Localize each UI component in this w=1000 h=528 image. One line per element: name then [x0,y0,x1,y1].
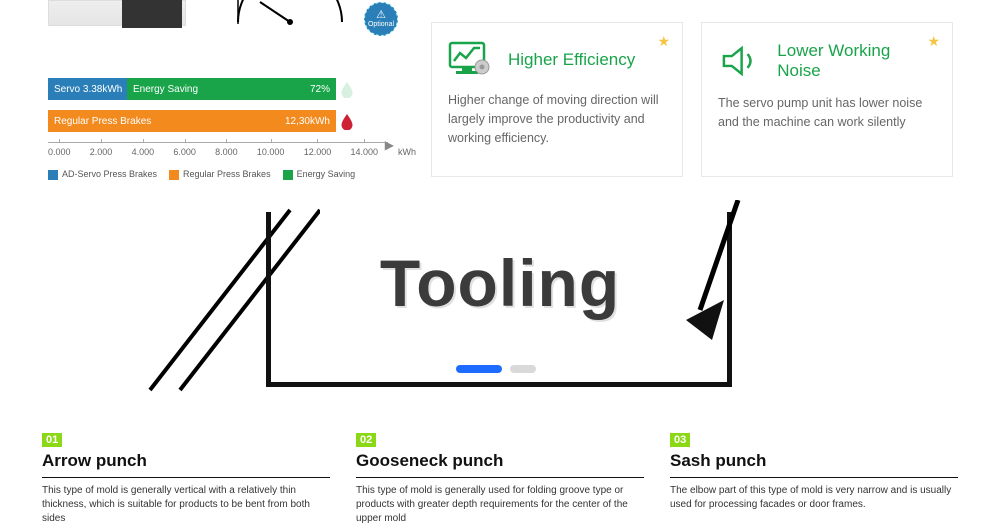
punch-body: The elbow part of this type of mold is v… [670,484,958,512]
axis-unit: kWh [398,147,416,157]
big-arrow-icon [680,200,790,360]
punch-item: 03 Sash punch The elbow part of this typ… [670,430,958,526]
legend-label: Energy Saving [297,169,356,179]
tick: 0.000 [48,147,71,157]
tick: 10.000 [257,147,285,157]
axis-ticks: 0.000 2.000 4.000 6.000 8.000 10.000 12.… [48,147,378,157]
punch-title: Sash punch [670,451,958,478]
punch-body: This type of mold is generally vertical … [42,484,330,526]
bar-row: Servo 3.38kWh Energy Saving 72% [48,78,408,100]
energy-chart: Servo 3.38kWh Energy Saving 72% Regular … [48,78,408,180]
legend-item: Energy Saving [283,169,356,180]
optional-badge: ⚠ Optional [364,2,398,36]
legend-label: Regular Press Brakes [183,169,271,179]
tick: 8.000 [215,147,238,157]
top-region: ⚠ Optional Servo 3.38kWh Energy Saving 7… [0,0,1000,200]
tick: 2.000 [90,147,113,157]
bar-row: Regular Press Brakes 12,30kWh [48,110,408,132]
punch-item: 01 Arrow punch This type of mold is gene… [42,430,330,526]
optional-label: Optional [368,21,394,28]
drop-icon [340,112,354,130]
bar-segment: Servo 3.38kWh [48,78,127,100]
tick: 4.000 [132,147,155,157]
info-cards: ★ Higher Efficiency Higher change of mov… [431,22,953,177]
tick: 12.000 [304,147,332,157]
legend-item: AD-Servo Press Brakes [48,169,157,180]
star-icon: ★ [657,33,670,50]
card-title: Lower Working Noise [777,41,936,82]
punch-body: This type of mold is generally used for … [356,484,644,526]
punch-title: Gooseneck punch [356,451,644,478]
title-band: Tooling [0,200,1000,410]
punch-num: 01 [42,433,62,447]
efficiency-icon [448,41,494,79]
punches-row: 01 Arrow punch This type of mold is gene… [0,410,1000,526]
legend-item: Regular Press Brakes [169,169,271,180]
bar-value: 72% [310,84,330,95]
axis-arrow-icon: ▶ [385,138,394,152]
punch-num: 02 [356,433,376,447]
swatch [48,170,58,180]
gauge-icon [230,0,350,26]
card-body: Higher change of moving direction will l… [448,91,666,147]
swatch [169,170,179,180]
card-efficiency: ★ Higher Efficiency Higher change of mov… [431,22,683,177]
card-body: The servo pump unit has lower noise and … [718,94,936,132]
punch-title: Arrow punch [42,451,330,478]
legend-label: AD-Servo Press Brakes [62,169,157,179]
warning-icon: ⚠ [376,10,386,21]
swatch [283,170,293,180]
tick: 6.000 [173,147,196,157]
card-noise: ★ Lower Working Noise The servo pump uni… [701,22,953,177]
dash-primary [456,365,502,373]
drop-icon [340,80,354,98]
chart-legend: AD-Servo Press Brakes Regular Press Brak… [48,169,408,180]
page-title: Tooling [0,245,1000,321]
x-axis: ▶ 0.000 2.000 4.000 6.000 8.000 10.000 1… [48,142,388,157]
bar-value: 12,30kWh [285,116,330,127]
machine-thumb [122,0,182,28]
dash-secondary [510,365,536,373]
punch-item: 02 Gooseneck punch This type of mold is … [356,430,644,526]
card-title: Higher Efficiency [508,50,635,70]
punch-num: 03 [670,433,690,447]
star-icon: ★ [927,33,940,50]
tick: 14.000 [350,147,378,157]
bar-segment: Energy Saving [127,78,336,100]
noise-icon [718,42,763,80]
